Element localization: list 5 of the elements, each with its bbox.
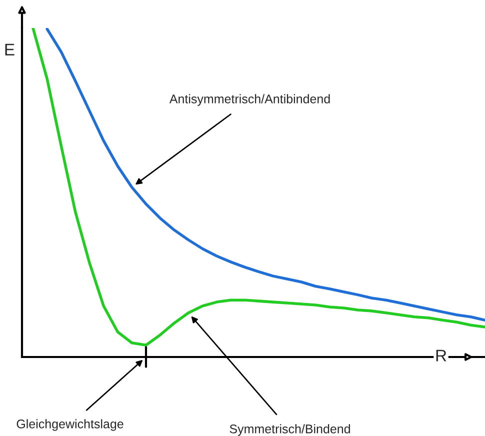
annotation: Antisymmetrisch/Antibindend [169, 94, 330, 106]
text: Gleichgewichtslage [16, 419, 124, 431]
x-axis-title: R [436, 350, 446, 362]
text: Symmetrisch/Bindend [230, 424, 350, 436]
y-axis-title: E [5, 44, 14, 56]
